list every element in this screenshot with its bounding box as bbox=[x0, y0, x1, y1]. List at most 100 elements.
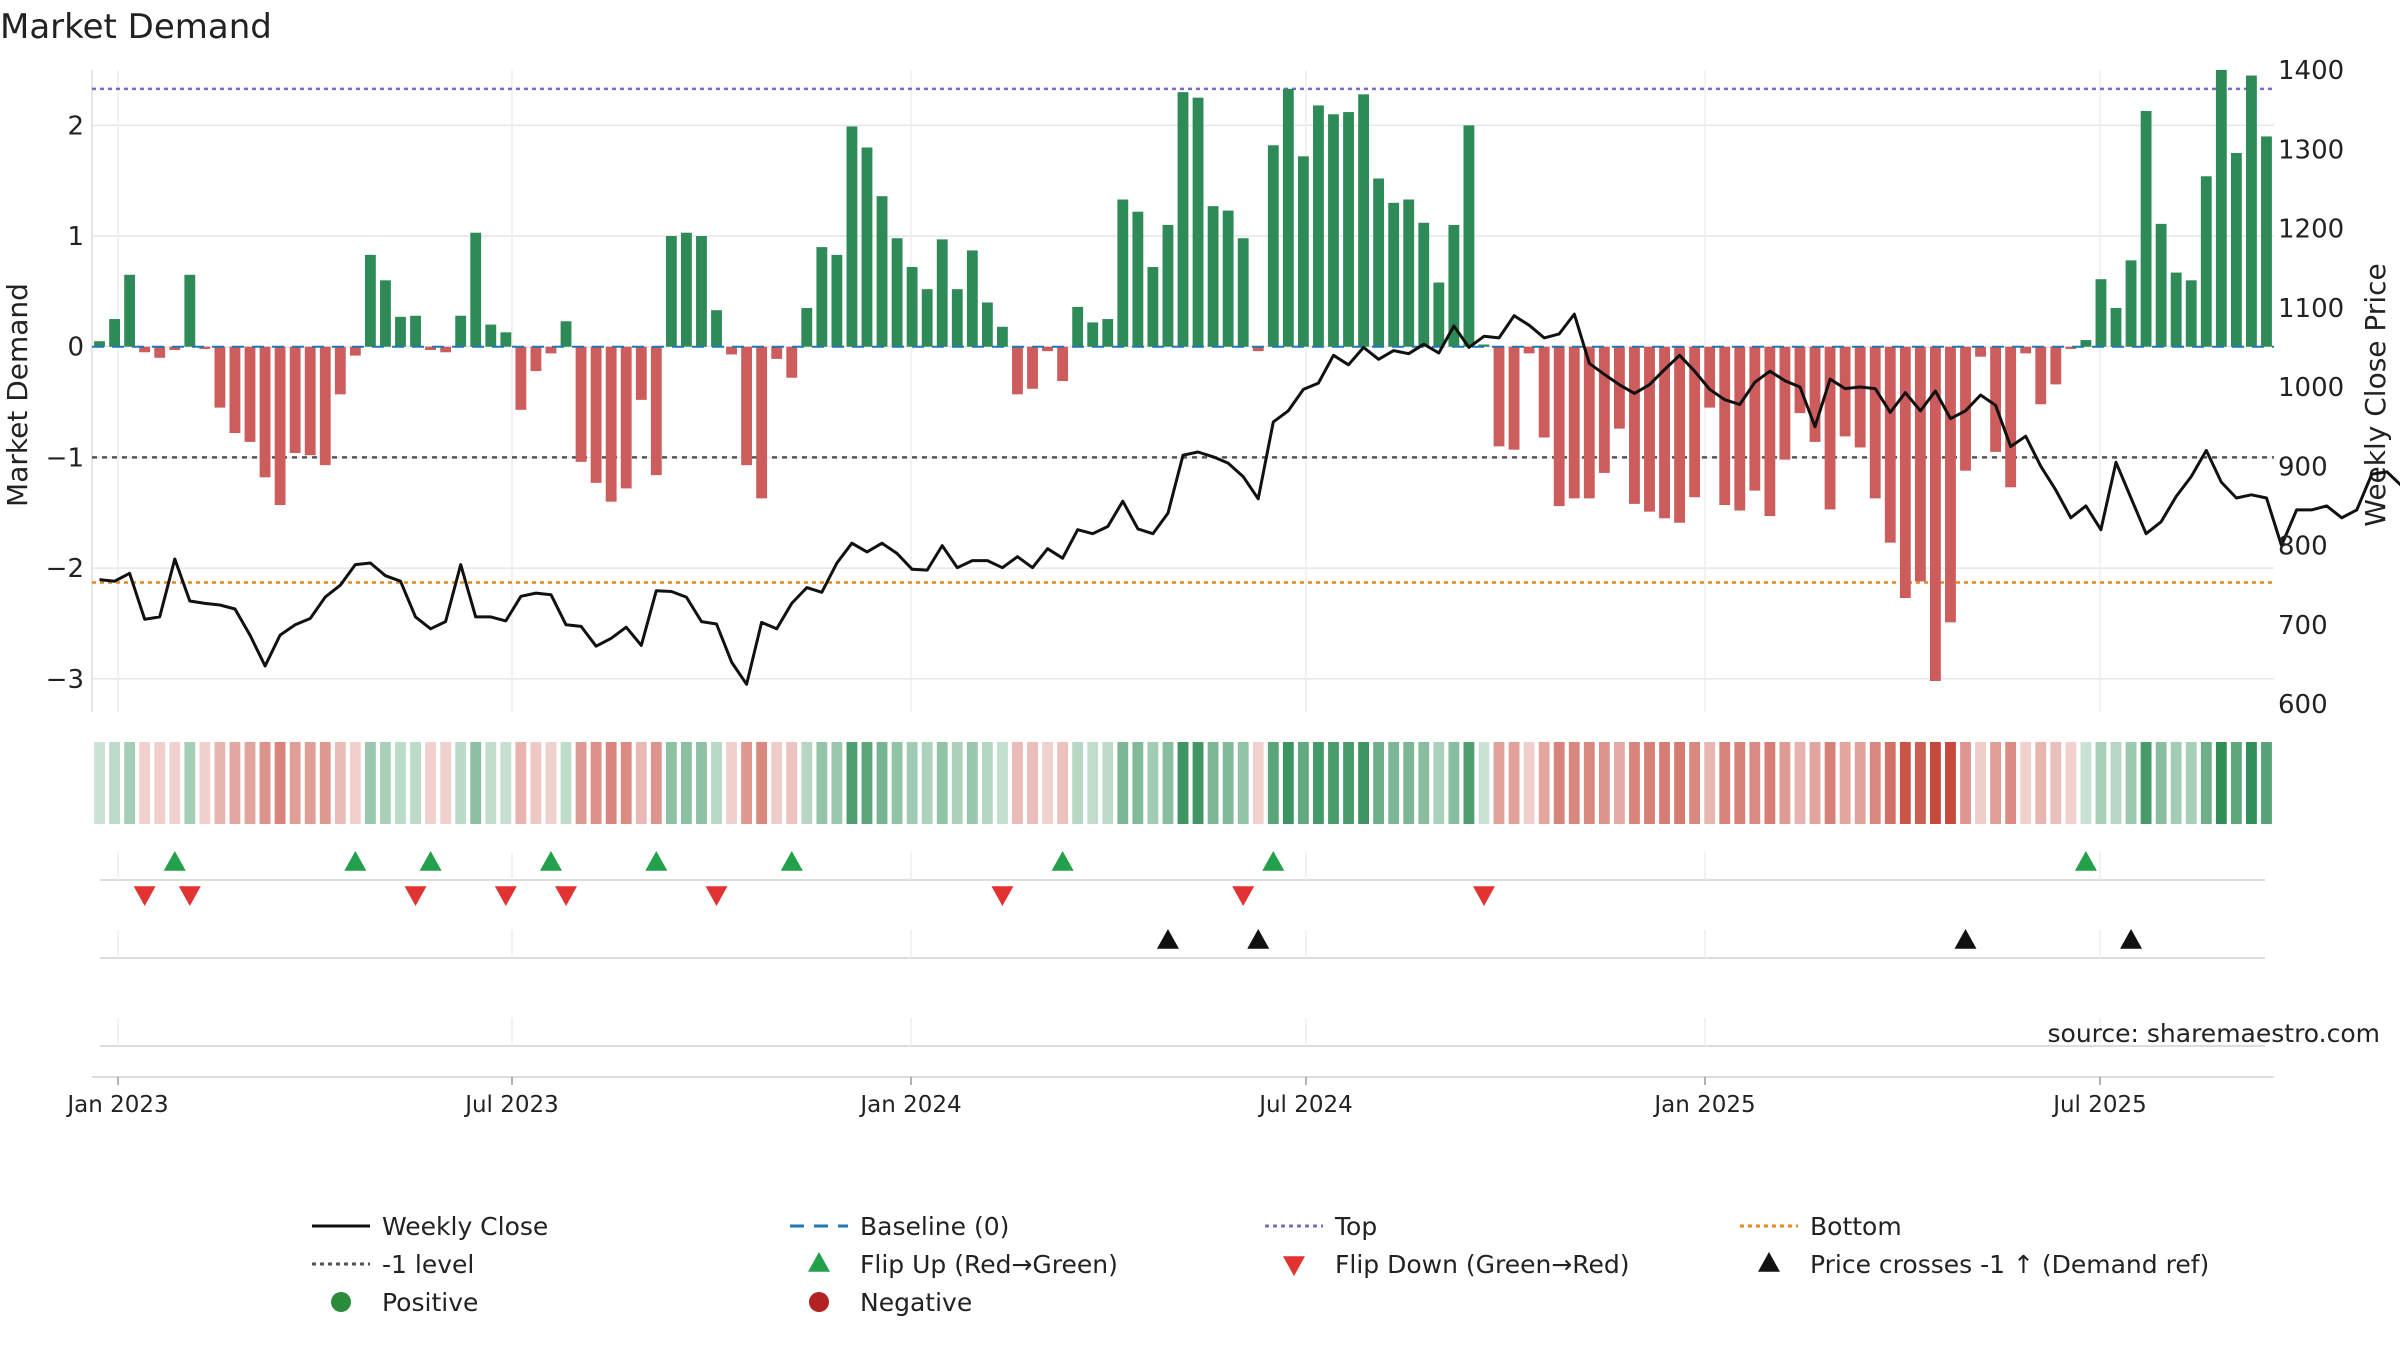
demand-bar bbox=[741, 346, 753, 466]
heat-cell bbox=[876, 742, 888, 824]
demand-bar bbox=[1448, 224, 1460, 347]
heat-cell bbox=[1629, 742, 1640, 824]
demand-bar bbox=[906, 267, 918, 347]
heat-cell bbox=[2095, 742, 2107, 824]
heat-cell bbox=[139, 742, 151, 824]
flip-up-marker bbox=[1262, 851, 1285, 871]
demand-bar bbox=[1523, 346, 1535, 354]
flip-down-marker bbox=[1232, 886, 1255, 906]
demand-bar bbox=[1794, 346, 1806, 414]
heat-cell bbox=[1237, 742, 1249, 824]
demand-bar bbox=[2155, 223, 2167, 347]
heat-cell bbox=[1749, 742, 1761, 824]
heat-cell bbox=[1975, 742, 1986, 824]
demand-bar bbox=[1388, 202, 1400, 347]
y-tick-label: −3 bbox=[46, 665, 84, 695]
demand-bar bbox=[1207, 206, 1219, 347]
y2-tick-label: 600 bbox=[2278, 690, 2328, 720]
demand-bar bbox=[2200, 176, 2212, 347]
demand-bar bbox=[289, 346, 301, 453]
heat-cell bbox=[1869, 742, 1881, 824]
heat-cell bbox=[1358, 742, 1369, 824]
demand-bar bbox=[1749, 346, 1761, 491]
demand-bar bbox=[2185, 280, 2197, 347]
heat-cell bbox=[620, 742, 632, 824]
heat-cell bbox=[1990, 742, 2002, 824]
price-cross-marker bbox=[1156, 929, 1179, 949]
legend-swatch bbox=[331, 1292, 351, 1312]
heat-cell bbox=[1824, 742, 1836, 824]
demand-bar bbox=[756, 346, 768, 499]
demand-bar bbox=[1313, 105, 1324, 347]
flip-down-marker bbox=[404, 886, 427, 906]
flip-up-marker bbox=[344, 851, 367, 871]
heat-cell bbox=[364, 742, 376, 824]
demand-bar bbox=[395, 316, 406, 347]
demand-bar bbox=[1297, 156, 1309, 347]
heat-cell bbox=[1463, 742, 1475, 824]
heat-cell bbox=[801, 742, 813, 824]
heat-cell bbox=[1689, 742, 1701, 824]
heat-cell bbox=[169, 742, 181, 824]
y-tick-label: −1 bbox=[46, 443, 84, 473]
x-tick-label: Jan 2023 bbox=[65, 1092, 168, 1118]
demand-bar bbox=[470, 232, 482, 347]
heat-cell bbox=[470, 742, 482, 824]
heat-cell bbox=[2140, 742, 2152, 824]
demand-bar bbox=[154, 346, 166, 358]
heat-cell bbox=[997, 742, 1008, 824]
demand-bars bbox=[94, 70, 2272, 682]
heat-cell bbox=[831, 742, 843, 824]
demand-bar bbox=[1899, 346, 1911, 598]
heat-cell bbox=[410, 742, 421, 824]
flip-down-marker bbox=[991, 886, 1014, 906]
heat-cell bbox=[1282, 742, 1294, 824]
demand-bar bbox=[891, 238, 903, 347]
flip-up-marker bbox=[780, 851, 803, 871]
demand-bar bbox=[590, 346, 602, 483]
demand-bar bbox=[2140, 110, 2152, 347]
demand-bar bbox=[1644, 346, 1655, 512]
legend-label: Flip Up (Red→Green) bbox=[860, 1250, 1118, 1279]
heat-cell bbox=[2261, 742, 2272, 824]
heat-cell bbox=[2125, 742, 2137, 824]
heat-cell bbox=[2020, 742, 2032, 824]
heat-cell bbox=[1373, 742, 1385, 824]
demand-bar bbox=[199, 346, 211, 349]
demand-bar bbox=[1087, 322, 1099, 347]
demand-bar bbox=[2020, 346, 2032, 354]
heat-cell bbox=[936, 742, 948, 824]
legend-swatch bbox=[808, 1252, 830, 1272]
demand-bar bbox=[665, 236, 677, 347]
heat-cell bbox=[455, 742, 467, 824]
heat-cell bbox=[1388, 742, 1400, 824]
demand-bar bbox=[1493, 346, 1505, 447]
demand-bar bbox=[1568, 346, 1580, 499]
demand-bar bbox=[1478, 344, 1490, 347]
chart-title: Market Demand bbox=[0, 7, 272, 47]
heat-cell bbox=[2246, 742, 2257, 824]
demand-bar bbox=[214, 346, 226, 408]
demand-bar bbox=[635, 346, 647, 400]
heat-cell bbox=[1328, 742, 1339, 824]
y2-tick-label: 900 bbox=[2278, 452, 2328, 482]
heat-cell bbox=[154, 742, 166, 824]
demand-bar bbox=[711, 310, 722, 347]
heat-cell bbox=[199, 742, 211, 824]
demand-bar bbox=[1613, 346, 1625, 429]
y-tick-label: −2 bbox=[46, 554, 84, 584]
y2-tick-label: 1400 bbox=[2278, 56, 2344, 86]
y2-tick-label: 1300 bbox=[2278, 135, 2344, 165]
heat-cell bbox=[1162, 742, 1174, 824]
heat-cell bbox=[2230, 742, 2242, 824]
heat-cell bbox=[1117, 742, 1129, 824]
demand-bar bbox=[1839, 346, 1851, 437]
heat-cell bbox=[951, 742, 963, 824]
heat-cell bbox=[1177, 742, 1189, 824]
heat-cell bbox=[214, 742, 226, 824]
flip-down-marker bbox=[705, 886, 728, 906]
demand-bar bbox=[2215, 70, 2227, 347]
demand-bar bbox=[1343, 112, 1354, 347]
demand-bar bbox=[380, 280, 391, 347]
heat-cell bbox=[109, 742, 120, 824]
